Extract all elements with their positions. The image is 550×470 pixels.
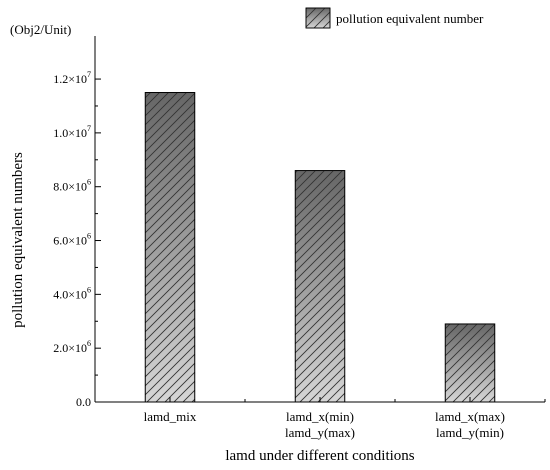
- x-ticks: lamd_mix lamd_x(min)lamd_y(max) lamd_x(max…: [144, 397, 546, 440]
- legend: pollution equivalent number: [305, 7, 484, 29]
- bar-hatch: [144, 92, 196, 403]
- x-axis-title: lamd under different conditions: [225, 448, 414, 464]
- x-tick-label: lamd_x(max): [435, 409, 505, 424]
- y-tick-label: 4.0×106: [53, 285, 91, 301]
- x-tick-label-line2: lamd_y(min): [436, 425, 504, 440]
- y-ticks: 0.0 2.0×106 4.0×106 6.0×106 8.0×106 1.0×107 1.…: [53, 70, 101, 409]
- y-tick-label: 1.0×107: [53, 124, 91, 140]
- y-tick-label: 8.0×106: [53, 178, 91, 194]
- y-tick-label: 6.0×106: [53, 232, 91, 248]
- unit-label: (Obj2/Unit): [10, 22, 71, 37]
- legend-swatch-hatch: [305, 7, 331, 29]
- bar-hatch: [444, 323, 496, 403]
- y-axis-title: pollution equivalent numbers: [10, 152, 26, 328]
- y-tick-label: 2.0×106: [53, 339, 91, 355]
- bars: [144, 92, 496, 403]
- x-tick-label: lamd_mix: [144, 409, 197, 424]
- y-tick-label: 1.2×107: [53, 70, 91, 86]
- bar-hatch: [294, 170, 346, 403]
- y-tick-label: 0.0: [76, 395, 91, 409]
- x-tick-label: lamd_x(min): [286, 409, 354, 424]
- x-tick-label-line2: lamd_y(max): [285, 425, 355, 440]
- legend-label: pollution equivalent number: [336, 11, 484, 26]
